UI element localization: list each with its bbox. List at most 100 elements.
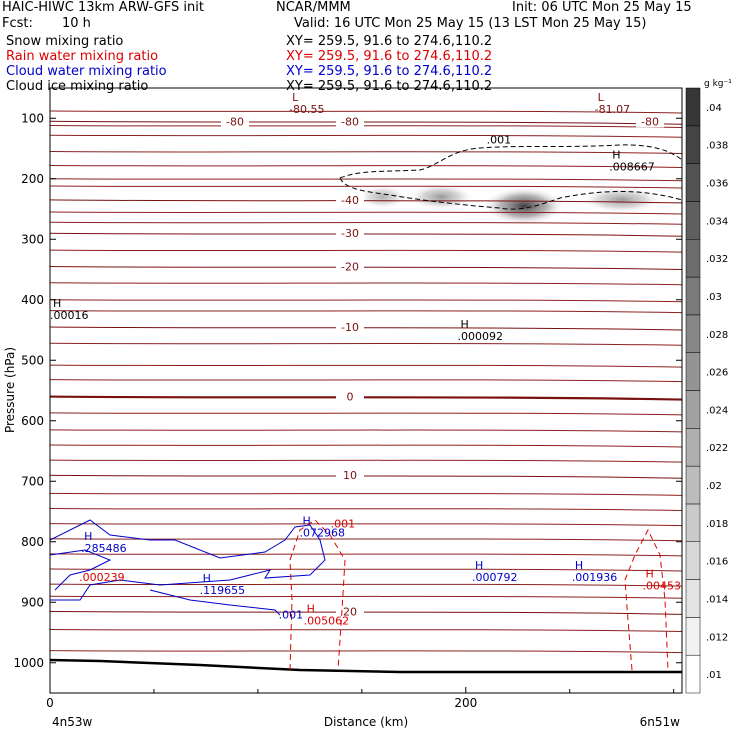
y-tick-label-9: 1000	[13, 656, 44, 670]
isotherm-line-17	[50, 429, 682, 433]
temperature-contour-4	[50, 326, 682, 331]
contour-label-bg-0-2	[636, 114, 664, 128]
annotation-value-14: .001	[279, 608, 304, 621]
annotation-marker-1: L	[598, 91, 605, 104]
isotherm-line-18	[50, 444, 682, 448]
snow-shading-1	[407, 183, 475, 211]
annotation-value-2: .008667	[609, 161, 655, 174]
isotherm-line-2	[50, 134, 682, 138]
annotation-marker-13: H	[646, 567, 654, 580]
annotation-value-4: .000092	[457, 330, 503, 343]
field-xy-cloud-water: XY= 259.5, 91.6 to 274.6,110.2	[286, 64, 493, 79]
colorbar-cell-15	[685, 87, 701, 127]
y-tick-label-3: 400	[21, 293, 44, 307]
isotherm-line-6	[50, 185, 682, 189]
isotherm-line-23	[50, 538, 682, 542]
contour-label-bg-7-0	[336, 604, 364, 618]
annotation-marker-3: H	[53, 297, 61, 310]
isotherm-line-8	[50, 221, 682, 225]
cloud-water-contour-2	[149, 589, 281, 616]
contour-label-bg-5-0	[336, 389, 364, 403]
isotherm-line-3	[50, 151, 682, 155]
isotherm-line-26	[50, 583, 682, 587]
isotherm-line-21	[50, 507, 682, 511]
header-title: HAIC-HIWC 13km ARW-GFS init	[2, 0, 204, 15]
temperature-contour-0	[50, 120, 682, 125]
colorbar-tick-label-13: .036	[706, 179, 728, 190]
colorbar-tick-label-8: .026	[706, 368, 728, 379]
contour-label-0-0: -80	[226, 115, 244, 128]
plot-frame	[49, 87, 683, 694]
snow-shading-2	[482, 186, 566, 226]
isotherm-line-16	[50, 412, 682, 416]
y-axis-label: Pressure (hPa)	[3, 347, 17, 433]
annotation-value-7: .119655	[200, 584, 246, 597]
isotherm-line-22	[50, 523, 682, 527]
annotation-value-11: .000792	[472, 571, 518, 584]
annotation-marker-4: H	[460, 318, 468, 331]
isotherm-line-1	[50, 125, 682, 129]
isotherm-line-14	[50, 364, 682, 368]
snow-shading-0	[357, 184, 408, 209]
field-label-cloud-ice: Cloud ice mixing ratio	[6, 79, 149, 94]
annotation-value-3: .00016	[50, 309, 89, 322]
contour-label-5-0: 0	[347, 391, 354, 404]
header-valid: Valid: 16 UTC Mon 25 May 15 (13 LST Mon …	[294, 16, 647, 31]
contour-label-bg-2-0	[336, 226, 364, 240]
colorbar-cell-6	[685, 428, 701, 467]
field-label-cloud-water: Cloud water mixing ratio	[6, 64, 167, 79]
contour-label-bg-0-1	[336, 114, 364, 128]
annotation-marker-5: H	[84, 530, 92, 543]
x-tick-label-1: 200	[454, 696, 477, 710]
contour-label-bg-3-0	[336, 259, 364, 273]
isotherm-line-29	[50, 650, 682, 654]
isotherm-line-10	[50, 282, 682, 286]
field-label-rain: Rain water mixing ratio	[6, 49, 159, 64]
colorbar-cell-2	[685, 579, 701, 618]
annotation-value-10: .005062	[304, 614, 350, 627]
y-tick-label-5: 600	[21, 414, 44, 428]
colorbar-tick-label-1: .012	[706, 632, 728, 643]
contour-label-bg-1-0	[336, 192, 364, 206]
y-tick-label-0: 100	[21, 111, 44, 125]
colorbar-cell-7	[685, 390, 701, 429]
contour-label-4-0: -10	[341, 321, 359, 334]
isotherm-line-19	[50, 459, 682, 463]
rain-contour-0	[289, 519, 346, 671]
contour-label-bg-4-0	[336, 319, 364, 333]
colorbar-cell-3	[685, 541, 701, 580]
header-init: Init: 06 UTC Mon 25 May 15	[512, 0, 692, 15]
annotation-value-13: .004534	[643, 579, 689, 592]
temperature-contour-5	[50, 395, 682, 401]
isotherm-line-25	[50, 568, 682, 572]
isotherm-line-24	[50, 553, 682, 557]
temperature-contour-2	[50, 232, 682, 237]
isotherm-line-13	[50, 342, 682, 346]
surface-line	[50, 658, 682, 674]
annotation-value-1: -81.07	[595, 103, 630, 116]
colorbar-tick-label-4: .018	[706, 519, 728, 530]
colorbar-cell-0	[685, 654, 701, 694]
colorbar-tick-label-12: .034	[706, 216, 728, 227]
annotation-value-8: .072968	[299, 527, 345, 540]
colorbar-cell-11	[685, 239, 701, 278]
contour-label-7-0: 20	[343, 605, 357, 618]
contour-label-1-0: -40	[341, 194, 359, 207]
field-xy-rain: XY= 259.5, 91.6 to 274.6,110.2	[286, 49, 493, 64]
colorbar-unit: g kg⁻¹	[704, 79, 732, 89]
x-endpoint-left: 4n53w	[52, 715, 93, 729]
cloud-water-contour-0	[50, 519, 326, 601]
annotation-marker-2: H	[612, 149, 620, 162]
contour-label-0-1: -80	[341, 115, 359, 128]
header-fcst-label: Fcst:	[2, 16, 33, 31]
isotherm-line-5	[50, 178, 682, 182]
annotation-marker-8: H	[302, 515, 310, 528]
colorbar-tick-label-0: .01	[706, 670, 722, 681]
y-tick-label-2: 300	[21, 232, 44, 246]
colorbar-tick-label-5: .02	[706, 481, 722, 492]
colorbar-tick-label-10: .03	[706, 292, 722, 303]
contour-label-bg-6-0	[336, 468, 364, 482]
isotherm-line-7	[50, 211, 682, 215]
isotherm-line-0	[50, 110, 682, 114]
header-fcst-value: 10 h	[62, 16, 91, 31]
